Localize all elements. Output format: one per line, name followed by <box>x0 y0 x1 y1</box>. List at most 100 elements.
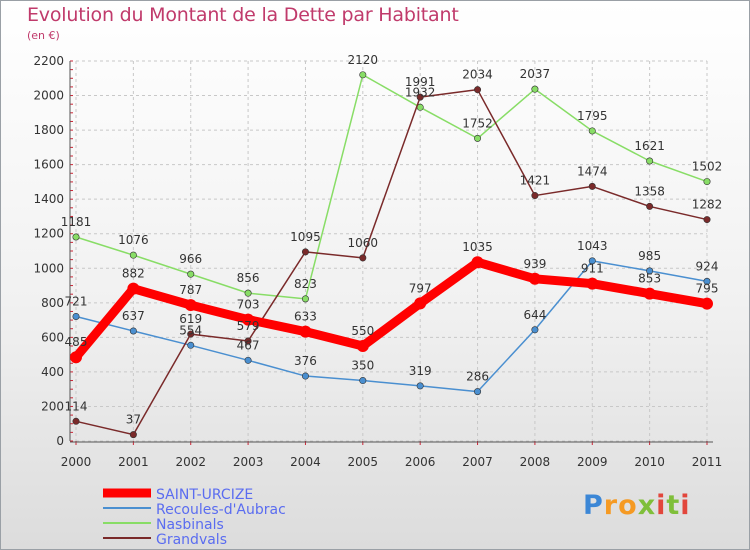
y-tick-label: 400 <box>41 365 64 379</box>
data-point-recoules-d-aubrac <box>474 388 482 396</box>
data-point-grandvals <box>129 431 137 439</box>
data-point-grandvals <box>244 337 252 345</box>
y-tick-label: 0 <box>56 434 64 448</box>
data-label-layer: 721 637 554 467 376 350 319 286 644 1043 985 924 118… <box>61 53 723 427</box>
data-label-grandvals: 1421 <box>520 174 551 188</box>
chart-title: Evolution du Montant de la Dette par Hab… <box>27 4 459 26</box>
x-tick-label: 2007 <box>462 455 493 469</box>
y-tick-label: 1000 <box>33 261 64 275</box>
data-label-saint-urcize: 1035 <box>462 240 493 254</box>
data-label-recoules-d-aubrac: 644 <box>523 308 546 322</box>
y-tick-label: 2200 <box>33 54 64 68</box>
data-point-saint-urcize <box>528 272 541 285</box>
data-point-saint-urcize <box>414 297 427 310</box>
data-point-saint-urcize <box>184 299 197 312</box>
data-point-saint-urcize <box>701 297 713 310</box>
y-tick-label: 1600 <box>33 158 64 172</box>
data-label-saint-urcize: 911 <box>581 262 604 276</box>
data-label-recoules-d-aubrac: 467 <box>237 338 260 352</box>
data-label-nasbinals: 1795 <box>577 109 608 123</box>
data-point-nasbinals <box>301 295 309 303</box>
data-point-nasbinals <box>359 71 367 79</box>
data-point-recoules-d-aubrac <box>416 382 424 390</box>
data-point-nasbinals <box>531 85 539 93</box>
data-label-grandvals: 1282 <box>692 198 723 212</box>
data-label-grandvals: 579 <box>237 319 260 333</box>
data-point-nasbinals <box>129 251 137 259</box>
data-point-saint-urcize <box>356 340 369 352</box>
data-point-recoules-d-aubrac <box>531 326 539 334</box>
data-label-saint-urcize: 853 <box>638 272 661 286</box>
data-point-grandvals <box>474 86 482 94</box>
data-label-nasbinals: 1502 <box>692 160 723 174</box>
x-tick-label: 2000 <box>61 455 92 469</box>
y-tick-label: 800 <box>41 296 64 310</box>
axis-layer: 0 200 400 600 800 1000 1200 1400 1600 1800 2000 220… <box>33 54 722 469</box>
data-label-saint-urcize: 882 <box>122 267 145 281</box>
x-tick-label: 2008 <box>520 455 551 469</box>
x-tick-label: 2009 <box>577 455 608 469</box>
series-line-saint-urcize <box>72 257 708 361</box>
data-label-nasbinals: 856 <box>237 271 260 285</box>
data-label-recoules-d-aubrac: 376 <box>294 354 317 368</box>
data-point-nasbinals <box>244 289 252 297</box>
data-label-nasbinals: 823 <box>294 277 317 291</box>
data-label-grandvals: 114 <box>65 399 88 413</box>
data-label-saint-urcize: 633 <box>294 310 317 324</box>
x-tick-label: 2001 <box>118 455 149 469</box>
series-line-nasbinals <box>75 74 708 300</box>
data-label-saint-urcize: 787 <box>179 283 202 297</box>
data-label-grandvals: 619 <box>179 312 202 326</box>
data-point-nasbinals <box>474 134 482 142</box>
y-tick-label: 2000 <box>33 89 64 103</box>
data-point-saint-urcize <box>242 313 255 326</box>
data-label-nasbinals: 1752 <box>462 116 493 130</box>
legend-label: Grandvals <box>156 532 227 548</box>
data-label-grandvals: 37 <box>126 413 141 427</box>
data-point-grandvals <box>416 93 424 101</box>
data-point-grandvals <box>301 248 309 256</box>
data-point-grandvals <box>531 192 539 200</box>
data-label-nasbinals: 1932 <box>405 85 436 99</box>
data-label-saint-urcize: 485 <box>65 335 88 349</box>
data-label-recoules-d-aubrac: 1043 <box>577 239 608 253</box>
data-label-grandvals: 2034 <box>462 68 493 82</box>
x-tick-label: 2010 <box>634 455 665 469</box>
data-label-grandvals: 1060 <box>348 236 379 250</box>
data-point-grandvals <box>187 330 195 338</box>
data-point-saint-urcize <box>586 277 599 290</box>
y-tick-label: 1200 <box>33 227 64 241</box>
data-label-grandvals: 1474 <box>577 164 608 178</box>
data-point-saint-urcize <box>299 325 312 338</box>
data-label-recoules-d-aubrac: 350 <box>351 359 374 373</box>
data-point-nasbinals <box>646 157 654 165</box>
legend: SAINT-URCIZERecoules-d'AubracNasbinalsGr… <box>103 487 286 548</box>
series-line-grandvals <box>75 88 708 436</box>
data-point-nasbinals <box>187 270 195 278</box>
data-label-grandvals: 1991 <box>405 75 436 89</box>
y-tick-label: 600 <box>41 330 64 344</box>
data-point-recoules-d-aubrac <box>588 257 596 265</box>
y-tick-label: 1400 <box>33 192 64 206</box>
legend-label: SAINT-URCIZE <box>156 487 253 503</box>
data-label-grandvals: 1095 <box>290 230 321 244</box>
data-point-recoules-d-aubrac <box>301 372 309 380</box>
grid-layer <box>75 60 708 442</box>
data-point-recoules-d-aubrac <box>244 356 252 364</box>
series-line-recoules-d-aubrac <box>75 260 708 393</box>
data-point-grandvals <box>359 254 367 262</box>
data-point-grandvals <box>703 216 711 224</box>
y-tick-label: 200 <box>41 399 64 413</box>
data-point-nasbinals <box>588 127 596 135</box>
y-tick-label: 1800 <box>33 123 64 137</box>
x-tick-label: 2006 <box>405 455 436 469</box>
data-label-nasbinals: 1621 <box>634 139 665 153</box>
data-point-recoules-d-aubrac <box>129 327 137 335</box>
data-label-nasbinals: 1181 <box>61 215 92 229</box>
x-tick-label: 2002 <box>175 455 206 469</box>
data-label-recoules-d-aubrac: 319 <box>409 364 432 378</box>
data-label-nasbinals: 966 <box>179 252 202 266</box>
data-label-recoules-d-aubrac: 985 <box>638 249 661 263</box>
